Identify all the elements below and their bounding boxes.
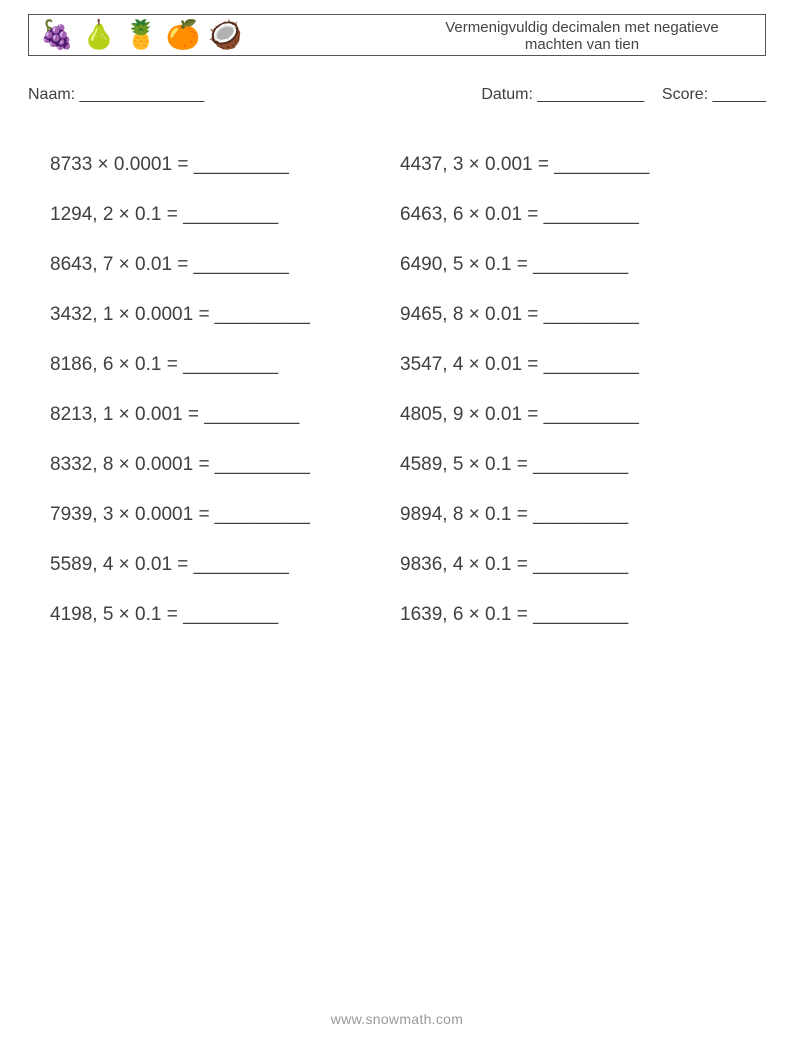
problem-cell-left: 1294, 2 × 0.1 = _________ — [50, 204, 400, 226]
grapes-icon: 🍇 — [39, 17, 75, 53]
problem-row: 3432, 1 × 0.0001 = _________9465, 8 × 0.… — [50, 290, 750, 340]
problem-cell-left: 3432, 1 × 0.0001 = _________ — [50, 304, 400, 326]
problem-row: 8186, 6 × 0.1 = _________3547, 4 × 0.01 … — [50, 340, 750, 390]
problem-row: 8733 × 0.0001 = _________4437, 3 × 0.001… — [50, 140, 750, 190]
problem-cell-right: 1639, 6 × 0.1 = _________ — [400, 604, 750, 626]
worksheet-page: 🍇 🍐 🍍 🍊 🥥 Vermenigvuldig decimalen met n… — [0, 0, 794, 1053]
problem-cell-left: 8332, 8 × 0.0001 = _________ — [50, 454, 400, 476]
problem-row: 4198, 5 × 0.1 = _________1639, 6 × 0.1 =… — [50, 590, 750, 640]
problem-cell-right: 4589, 5 × 0.1 = _________ — [400, 454, 750, 476]
score-blank: ______ — [713, 86, 766, 103]
name-label: Naam: — [28, 86, 75, 103]
problem-cell-right: 9465, 8 × 0.01 = _________ — [400, 304, 750, 326]
problem-cell-right: 9836, 4 × 0.1 = _________ — [400, 554, 750, 576]
problem-row: 8332, 8 × 0.0001 = _________4589, 5 × 0.… — [50, 440, 750, 490]
svg-text:🥥: 🥥 — [208, 18, 243, 51]
problem-cell-right: 6490, 5 × 0.1 = _________ — [400, 254, 750, 276]
problem-row: 5589, 4 × 0.01 = _________9836, 4 × 0.1 … — [50, 540, 750, 590]
problem-row: 8213, 1 × 0.001 = _________4805, 9 × 0.0… — [50, 390, 750, 440]
svg-text:🍇: 🍇 — [40, 18, 75, 51]
problem-row: 1294, 2 × 0.1 = _________6463, 6 × 0.01 … — [50, 190, 750, 240]
problems-grid: 8733 × 0.0001 = _________4437, 3 × 0.001… — [50, 140, 750, 640]
score-label: Score: — [662, 86, 708, 103]
problem-cell-left: 8643, 7 × 0.01 = _________ — [50, 254, 400, 276]
svg-text:🍐: 🍐 — [82, 18, 117, 51]
problem-cell-left: 5589, 4 × 0.01 = _________ — [50, 554, 400, 576]
pear-icon: 🍐 — [81, 17, 117, 53]
name-blank: ______________ — [80, 86, 205, 103]
svg-text:🍊: 🍊 — [166, 18, 201, 51]
orange-icon: 🍊 — [165, 17, 201, 53]
date-blank: ____________ — [537, 86, 644, 103]
problem-cell-left: 8186, 6 × 0.1 = _________ — [50, 354, 400, 376]
problem-cell-left: 8213, 1 × 0.001 = _________ — [50, 404, 400, 426]
problem-row: 8643, 7 × 0.01 = _________6490, 5 × 0.1 … — [50, 240, 750, 290]
footer-link: www.snowmath.com — [0, 1011, 794, 1027]
fruit-icon-row: 🍇 🍐 🍍 🍊 🥥 — [29, 17, 243, 53]
problem-cell-right: 4437, 3 × 0.001 = _________ — [400, 154, 750, 176]
problem-cell-right: 4805, 9 × 0.01 = _________ — [400, 404, 750, 426]
name-field: Naam: ______________ — [28, 86, 204, 104]
date-score-field: Datum: ____________ Score: ______ — [481, 86, 766, 104]
problem-cell-right: 3547, 4 × 0.01 = _________ — [400, 354, 750, 376]
date-label: Datum: — [481, 86, 533, 103]
problem-cell-right: 6463, 6 × 0.01 = _________ — [400, 204, 750, 226]
worksheet-title: Vermenigvuldig decimalen met negatieve m… — [417, 19, 747, 53]
header-box: 🍇 🍐 🍍 🍊 🥥 Vermenigvuldig decimalen met n… — [28, 14, 766, 56]
pineapple-icon: 🍍 — [123, 17, 159, 53]
problem-row: 7939, 3 × 0.0001 = _________9894, 8 × 0.… — [50, 490, 750, 540]
svg-text:🍍: 🍍 — [124, 18, 159, 51]
problem-cell-left: 7939, 3 × 0.0001 = _________ — [50, 504, 400, 526]
problem-cell-left: 4198, 5 × 0.1 = _________ — [50, 604, 400, 626]
problem-cell-right: 9894, 8 × 0.1 = _________ — [400, 504, 750, 526]
problem-cell-left: 8733 × 0.0001 = _________ — [50, 154, 400, 176]
coconut-icon: 🥥 — [207, 17, 243, 53]
